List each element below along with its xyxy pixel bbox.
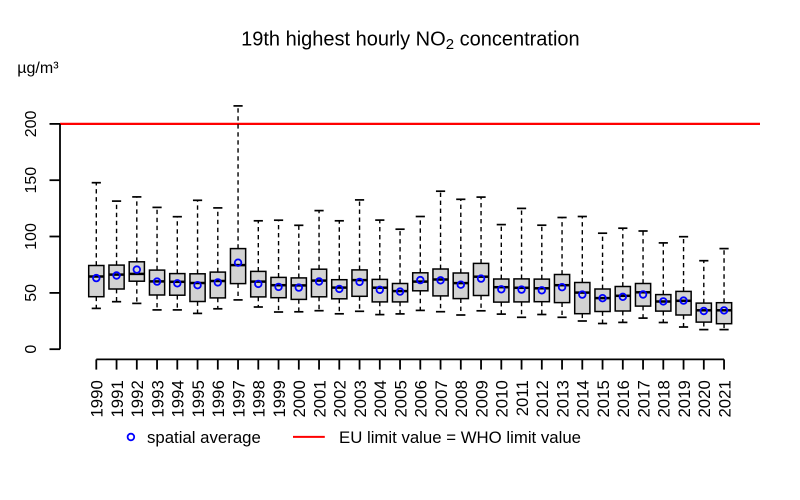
svg-text:2021: 2021 bbox=[715, 380, 734, 417]
svg-text:2015: 2015 bbox=[594, 380, 613, 417]
svg-text:2007: 2007 bbox=[432, 380, 451, 417]
svg-text:µg/m³: µg/m³ bbox=[17, 60, 59, 77]
svg-text:2014: 2014 bbox=[574, 380, 593, 417]
svg-text:2018: 2018 bbox=[655, 380, 674, 417]
svg-text:EU limit value = WHO limit val: EU limit value = WHO limit value bbox=[339, 428, 581, 447]
svg-text:2010: 2010 bbox=[493, 380, 512, 417]
svg-text:1991: 1991 bbox=[108, 380, 127, 417]
svg-text:2003: 2003 bbox=[351, 380, 370, 417]
svg-text:2006: 2006 bbox=[412, 380, 431, 417]
svg-text:1995: 1995 bbox=[189, 380, 208, 417]
svg-text:1997: 1997 bbox=[229, 380, 248, 417]
svg-text:2000: 2000 bbox=[290, 380, 309, 417]
svg-text:1996: 1996 bbox=[209, 380, 228, 417]
svg-text:1992: 1992 bbox=[128, 380, 147, 417]
svg-text:2013: 2013 bbox=[553, 380, 572, 417]
svg-text:1999: 1999 bbox=[270, 380, 289, 417]
svg-text:2016: 2016 bbox=[614, 380, 633, 417]
svg-text:2009: 2009 bbox=[472, 380, 491, 417]
svg-text:2011: 2011 bbox=[513, 380, 532, 416]
svg-text:2017: 2017 bbox=[634, 380, 653, 417]
svg-text:2020: 2020 bbox=[695, 380, 714, 417]
svg-text:spatial average: spatial average bbox=[147, 428, 261, 447]
svg-text:2012: 2012 bbox=[533, 380, 552, 417]
svg-text:1994: 1994 bbox=[169, 380, 188, 417]
svg-text:2001: 2001 bbox=[310, 380, 329, 417]
svg-text:2004: 2004 bbox=[371, 380, 390, 417]
svg-text:50: 50 bbox=[23, 284, 40, 302]
svg-text:100: 100 bbox=[23, 223, 40, 250]
svg-text:19th highest hourly NO2 concen: 19th highest hourly NO2 concentration bbox=[241, 28, 580, 53]
svg-text:2008: 2008 bbox=[452, 380, 471, 417]
svg-text:2005: 2005 bbox=[391, 380, 410, 417]
svg-text:1993: 1993 bbox=[148, 380, 167, 417]
svg-text:0: 0 bbox=[23, 345, 40, 354]
svg-text:2002: 2002 bbox=[331, 380, 350, 417]
svg-text:1990: 1990 bbox=[88, 380, 107, 417]
svg-text:200: 200 bbox=[23, 110, 40, 137]
svg-text:150: 150 bbox=[23, 167, 40, 194]
svg-text:2019: 2019 bbox=[675, 380, 694, 417]
svg-text:1998: 1998 bbox=[250, 380, 269, 417]
